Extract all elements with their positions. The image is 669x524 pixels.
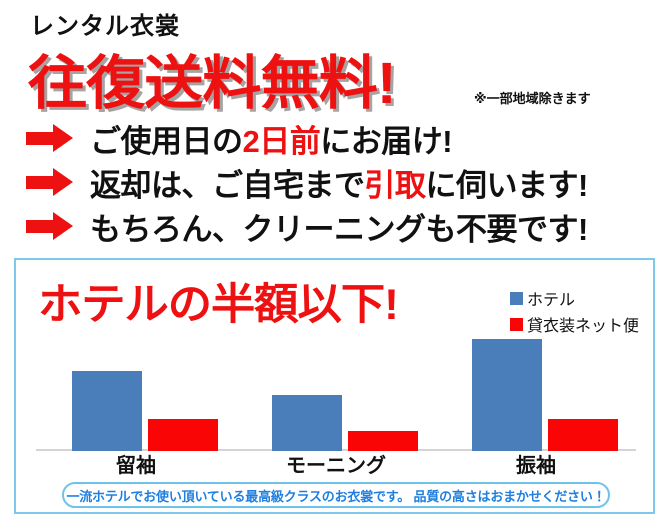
bullet-list: ご使用日の2日前にお届け! 返却は、ご自宅まで引取に伺います! もちろん、クリー… <box>0 116 669 248</box>
bar-group: 35,000円 12,600円 モーニング <box>236 320 436 480</box>
chart-legend: ホテル 貸衣装ネット便 <box>509 286 639 336</box>
bullet-item: ご使用日の2日前にお届け! <box>0 116 669 160</box>
arrow-right-icon <box>26 167 80 197</box>
legend-item-hotel: ホテル <box>509 286 639 310</box>
bullet-text: ご使用日の2日前にお届け! <box>90 116 453 161</box>
kicker-label: レンタル衣裳 <box>30 13 180 40</box>
bar-net <box>548 419 618 451</box>
price-comparison-panel: ホテルの半額以下! ホテル 貸衣装ネット便 50,000円 19,800円 <box>14 258 655 514</box>
quality-caption-text: 一流ホテルでお使い頂いている最高級クラスのお衣裳です。 品質の高さはおまかせくだ… <box>66 488 606 504</box>
legend-swatch-hotel <box>509 291 523 305</box>
bullet-text: もちろん、クリーニングも不要です! <box>90 204 588 249</box>
bullet-text-pre: ご使用日の <box>90 123 243 159</box>
bar-group: 50,000円 19,800円 留袖 <box>36 320 236 480</box>
disclaimer-note: ※一部地域除きます <box>474 91 591 106</box>
bullet-text-post: に伺います! <box>425 167 589 203</box>
category-label: 振袖 <box>516 455 556 477</box>
main-headline: 往復送料無料! <box>28 51 397 116</box>
bar-hotel <box>272 395 342 451</box>
bullet-text-highlight: 2日前 <box>242 123 321 159</box>
bullet-item: もちろん、クリーニングも不要です! <box>0 204 669 248</box>
bullet-text-pre: 返却は、ご自宅まで <box>90 167 365 203</box>
chart-title: ホテルの半額以下! <box>38 281 399 329</box>
arrow-right-icon <box>26 123 80 153</box>
bullet-text-pre: もちろん、クリーニングも不要です! <box>90 211 588 247</box>
legend-item-net: 貸衣装ネット便 <box>509 312 639 336</box>
bar-net <box>348 430 418 451</box>
chart-plot-area: 50,000円 19,800円 留袖 35,000円 12,600円 <box>36 320 636 480</box>
bullet-text: 返却は、ご自宅まで引取に伺います! <box>90 160 588 205</box>
bar-hotel <box>72 371 142 451</box>
bar-hotel <box>472 339 542 451</box>
category-label: 留袖 <box>116 455 156 477</box>
bar-group: 70,000円 19,800円 振袖 <box>436 320 636 480</box>
category-label: モーニング <box>286 455 386 477</box>
bullet-text-highlight: 引取 <box>364 167 427 203</box>
bullet-text-post: にお届け! <box>320 123 453 159</box>
legend-label-hotel: ホテル <box>526 292 575 309</box>
bullet-item: 返却は、ご自宅まで引取に伺います! <box>0 160 669 204</box>
bar-net <box>148 419 218 451</box>
legend-label-net: 貸衣装ネット便 <box>526 318 639 335</box>
arrow-right-icon <box>26 211 80 241</box>
legend-swatch-net <box>509 317 523 331</box>
quality-caption-pill: 一流ホテルでお使い頂いている最高級クラスのお衣裳です。 品質の高さはおまかせくだ… <box>62 482 610 508</box>
